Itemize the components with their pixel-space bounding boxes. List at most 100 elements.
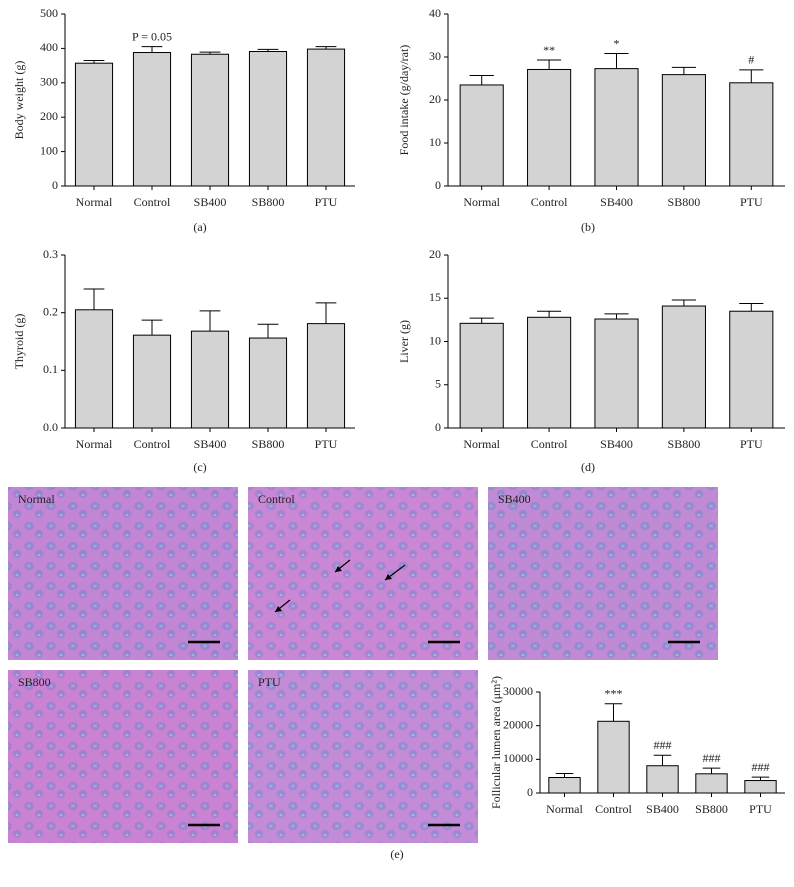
y-tick-label: 200 [40,109,58,123]
y-tick-label: 0.3 [43,247,58,261]
y-tick-label: 40 [429,6,441,20]
micrograph-label: Normal [18,492,55,506]
x-tick-label: PTU [740,437,763,451]
x-tick-label: Control [595,802,632,816]
bar [527,68,572,187]
x-tick-label: SB800 [668,437,701,451]
annotation: # [748,53,754,67]
micrograph [8,487,238,660]
x-tick-label: SB800 [668,195,701,209]
bar-chart: 0 5 10 15 20 Liver (g) Normal Control SB400 SB800… [397,247,785,474]
y-tick-label: 30 [429,49,441,63]
y-tick-label: 20 [429,92,441,106]
x-tick-label: SB400 [600,195,633,209]
x-tick-label: Control [134,195,171,209]
y-tick-label: 30000 [503,684,533,698]
y-tick-label: 0.2 [43,304,58,318]
y-axis-label: Liver (g) [397,320,411,363]
x-tick-label: Control [531,195,568,209]
x-tick-label: PTU [315,195,338,209]
x-tick-label: Normal [463,437,500,451]
bar [248,337,288,429]
bar [132,52,172,187]
micrograph-tint [248,670,478,843]
y-tick-label: 20000 [503,717,533,731]
bar-chart: 0 10 20 30 40 Food intake (g/day/rat) Normal Co… [397,6,785,234]
annotation: ### [654,738,672,752]
micrograph-tint [488,487,718,660]
bar [190,53,230,187]
arrow-head [385,574,392,580]
y-tick-label: 100 [40,143,58,157]
y-tick-label: 400 [40,40,58,54]
bar-chart: 0.0 0.1 0.2 0.3 Thyroid (g) Normal Control SB40… [12,247,355,474]
panel-label: (c) [193,460,206,474]
y-tick-label: 300 [40,75,58,89]
micrograph-label: PTU [258,675,281,689]
micrograph [8,670,238,843]
x-tick-label: PTU [749,802,772,816]
x-tick-label: Normal [76,437,113,451]
y-axis-label: Body weight (g) [12,61,26,140]
bar [74,62,114,187]
bar [646,765,679,794]
x-tick-label: SB400 [194,195,227,209]
arrow-head [335,566,342,572]
y-tick-label: 0.1 [43,362,58,376]
bar [729,310,774,429]
y-tick-label: 15 [429,290,441,304]
y-axis-label: Thyroid (g) [12,314,26,370]
x-tick-label: Normal [546,802,583,816]
x-tick-label: Normal [76,195,113,209]
y-tick-label: 10000 [503,751,533,765]
y-tick-label: 5 [435,377,441,391]
x-tick-label: Normal [463,195,500,209]
x-tick-label: SB800 [252,437,285,451]
x-tick-label: SB800 [695,802,728,816]
x-tick-label: Control [134,437,171,451]
micrograph-tint [8,487,238,660]
annotation: ** [543,43,555,57]
bar [306,48,346,187]
annotation: *** [605,687,623,701]
micrograph-label: SB800 [18,675,51,689]
bar [661,305,706,429]
x-tick-label: SB800 [252,195,285,209]
y-tick-label: 0.0 [43,420,58,434]
y-tick-label: 0 [435,178,441,192]
panel-label: (d) [581,460,595,474]
bar [527,316,572,429]
micrograph-tint [8,670,238,843]
bar [594,68,639,187]
y-tick-label: 0 [527,785,533,799]
x-tick-label: Control [531,437,568,451]
y-axis-label: Follicular lumen area (μm²) [489,676,503,809]
y-tick-label: 10 [429,135,441,149]
bar [190,330,230,429]
annotation: ### [703,751,721,765]
micrographs: Normal Control SB400 SB800 PTU [8,487,718,843]
y-tick-label: 20 [429,247,441,261]
panel-label: (e) [390,847,403,861]
bar [306,323,346,429]
annotation: P = 0.05 [132,29,172,43]
annotation: * [614,36,620,50]
bar [594,318,639,429]
y-tick-label: 0 [52,178,58,192]
bar-chart: 0 100 200 300 400 500 Body weight (g) Normal Con… [12,6,355,234]
y-axis-label: Food intake (g/day/rat) [397,45,411,156]
panel-label: (a) [193,220,206,234]
x-tick-label: PTU [740,195,763,209]
micrograph [248,487,478,660]
x-tick-label: SB400 [600,437,633,451]
micrograph [248,670,478,843]
micrograph-tint [248,487,478,660]
x-tick-label: PTU [315,437,338,451]
y-tick-label: 10 [429,333,441,347]
bar [744,780,777,794]
y-tick-label: 0 [435,420,441,434]
annotation: ### [752,760,770,774]
x-tick-label: SB400 [646,802,679,816]
